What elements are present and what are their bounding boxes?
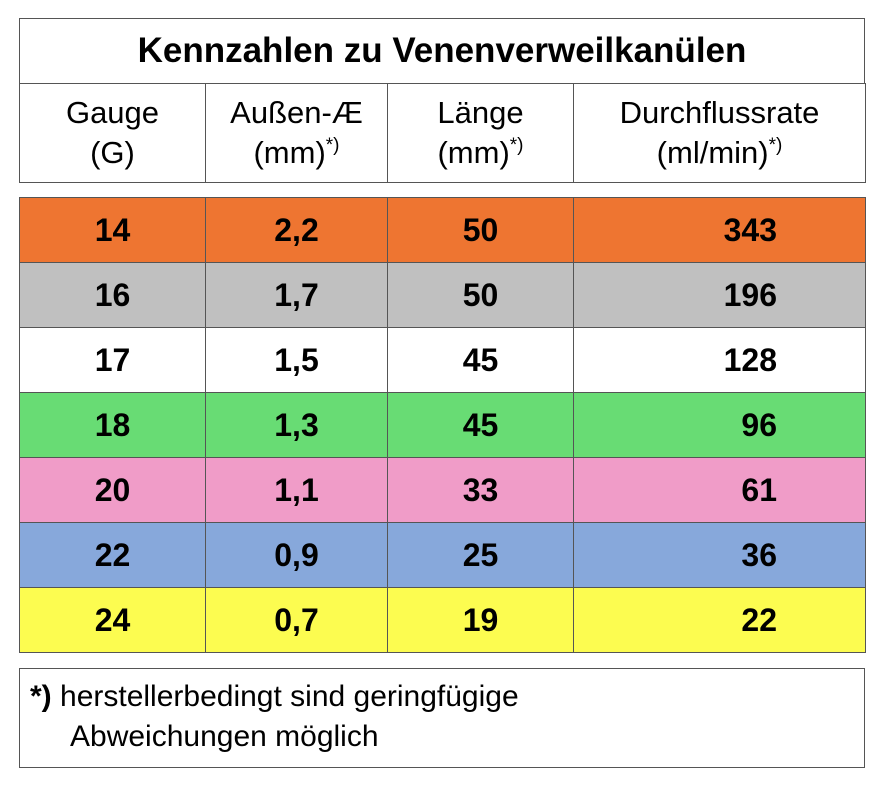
cell-length: 33 (387, 457, 574, 523)
footnote-line-2: Abweichungen möglich (70, 720, 379, 753)
cell-flow: 343 (573, 197, 866, 263)
cell-flow: 196 (573, 262, 866, 328)
cell-flow: 128 (573, 327, 866, 393)
table-row: 20 1,1 33 61 (19, 457, 866, 523)
cell-diameter: 0,7 (205, 587, 388, 653)
header-diameter: Außen-Æ (mm)*) (205, 83, 388, 183)
header-length: Länge (mm)*) (387, 83, 574, 183)
cell-gauge: 18 (19, 392, 206, 458)
data-table: 14 2,2 50 343 16 1,7 50 196 17 1,5 45 128 18 1,3 45 96 2… (19, 197, 866, 653)
header-flow-rate: Durchflussrate (ml/min)*) (573, 83, 866, 183)
cell-length: 19 (387, 587, 574, 653)
cell-gauge: 17 (19, 327, 206, 393)
cell-flow: 61 (573, 457, 866, 523)
cell-flow: 22 (573, 587, 866, 653)
cell-gauge: 20 (19, 457, 206, 523)
table-row: 22 0,9 25 36 (19, 522, 866, 588)
table-row: 16 1,7 50 196 (19, 262, 866, 328)
cell-diameter: 1,3 (205, 392, 388, 458)
table-row: 14 2,2 50 343 (19, 197, 866, 263)
cell-diameter: 1,1 (205, 457, 388, 523)
cell-length: 45 (387, 327, 574, 393)
cell-length: 25 (387, 522, 574, 588)
cell-diameter: 1,5 (205, 327, 388, 393)
cell-length: 50 (387, 262, 574, 328)
cell-length: 45 (387, 392, 574, 458)
cell-flow: 96 (573, 392, 866, 458)
header-gauge: Gauge (G) (19, 83, 206, 183)
footnote-mark: *) (30, 680, 52, 713)
table-row: 18 1,3 45 96 (19, 392, 866, 458)
cell-length: 50 (387, 197, 574, 263)
footnote: *) herstellerbedingt sind geringfügige A… (19, 668, 865, 768)
cell-gauge: 22 (19, 522, 206, 588)
table-row: 17 1,5 45 128 (19, 327, 866, 393)
table-row: 24 0,7 19 22 (19, 587, 866, 653)
cell-gauge: 14 (19, 197, 206, 263)
cell-gauge: 24 (19, 587, 206, 653)
table-title: Kennzahlen zu Venenverweilkanülen (19, 18, 865, 84)
cell-diameter: 0,9 (205, 522, 388, 588)
cell-flow: 36 (573, 522, 866, 588)
cell-gauge: 16 (19, 262, 206, 328)
cell-diameter: 2,2 (205, 197, 388, 263)
header-row: Gauge (G) Außen-Æ (mm)*) Länge (mm)*) Durch… (19, 83, 866, 183)
footnote-line-1: herstellerbedingt sind geringfügige (51, 680, 519, 713)
cell-diameter: 1,7 (205, 262, 388, 328)
